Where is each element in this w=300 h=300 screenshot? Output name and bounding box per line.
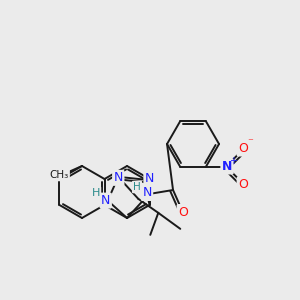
Text: N: N	[222, 160, 232, 173]
Text: CH₃: CH₃	[50, 170, 69, 180]
Text: H: H	[92, 188, 100, 198]
Text: +: +	[229, 155, 237, 166]
Text: O: O	[238, 178, 248, 191]
Text: N: N	[145, 172, 154, 185]
Text: H: H	[133, 182, 141, 192]
Text: N: N	[142, 187, 152, 200]
Text: O: O	[238, 142, 248, 155]
Text: O: O	[178, 206, 188, 218]
Text: ⁻: ⁻	[247, 137, 253, 148]
Text: N: N	[114, 171, 123, 184]
Text: N: N	[101, 194, 110, 207]
